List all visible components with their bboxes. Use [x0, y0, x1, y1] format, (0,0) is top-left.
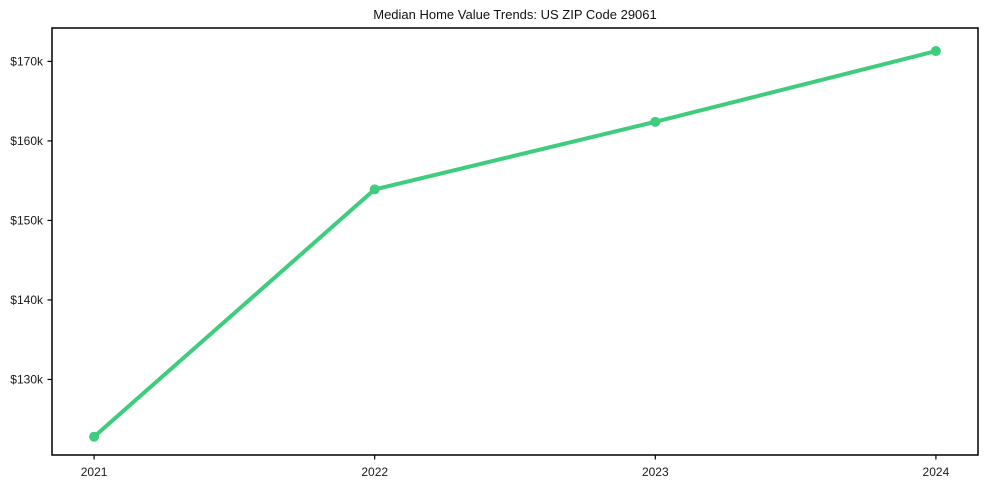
y-tick-label: $130k: [10, 372, 44, 386]
data-point-marker: [650, 116, 661, 127]
y-tick-label: $140k: [10, 293, 44, 307]
data-point-marker: [930, 46, 941, 57]
chart-title: Median Home Value Trends: US ZIP Code 29…: [373, 7, 657, 22]
trend-line: [92, 49, 938, 439]
data-point-marker: [89, 431, 100, 442]
plot-border: [51, 27, 979, 456]
x-tick-label: 2023: [642, 465, 669, 479]
y-tick-label: $160k: [10, 134, 44, 148]
x-tick-label: 2022: [361, 465, 388, 479]
x-tick-label: 2021: [81, 465, 108, 479]
y-tick-label: $170k: [10, 54, 44, 68]
x-tick-label: 2024: [923, 465, 950, 479]
data-point-marker: [369, 184, 380, 195]
y-tick-label: $150k: [10, 213, 44, 227]
